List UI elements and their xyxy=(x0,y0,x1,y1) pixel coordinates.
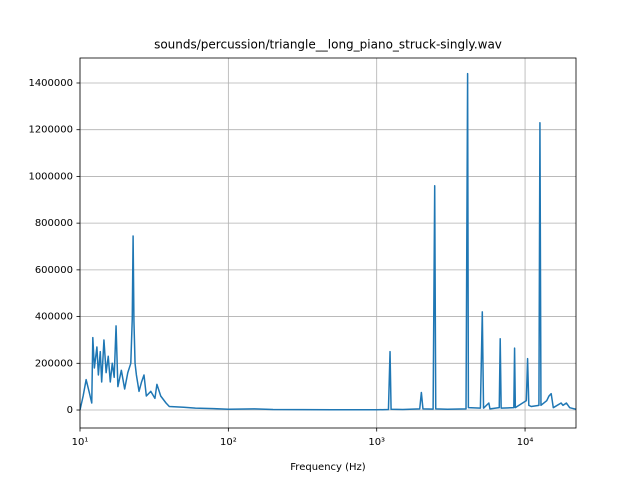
plot-frame xyxy=(79,57,577,429)
x-tick-label: 10³ xyxy=(368,437,385,448)
y-tick-label: 400000 xyxy=(35,312,73,323)
y-tick-label: 0 xyxy=(67,405,73,416)
y-tick-label: 800000 xyxy=(35,218,73,229)
x-axis-label: Frequency (Hz) xyxy=(290,462,366,473)
x-tick-label: 10¹ xyxy=(72,437,89,448)
y-tick-label: 600000 xyxy=(35,265,73,276)
y-tick-label: 1400000 xyxy=(28,78,73,89)
y-tick-label: 1000000 xyxy=(28,171,73,182)
chart-title: sounds/percussion/triangle__long_piano_s… xyxy=(154,38,502,52)
data-line xyxy=(80,72,576,411)
x-tick-label: 10² xyxy=(220,437,237,448)
y-tick-label: 200000 xyxy=(35,358,73,369)
y-tick-label: 1200000 xyxy=(28,125,73,136)
x-tick-label: 10⁴ xyxy=(517,437,534,448)
